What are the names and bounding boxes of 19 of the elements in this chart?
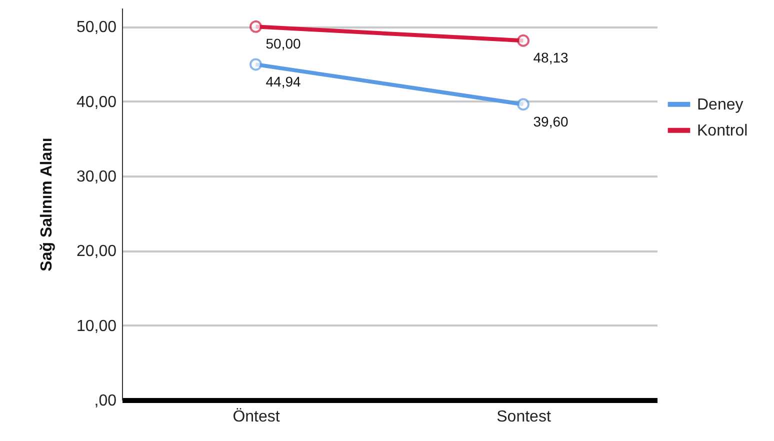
x-tick-label: Öntest bbox=[232, 408, 280, 426]
x-tick-label: Sontest bbox=[496, 408, 552, 426]
point bbox=[517, 98, 530, 111]
y-tick-label: 10,00 bbox=[76, 318, 117, 335]
data-label: 50,00 bbox=[266, 36, 301, 52]
data-label: 48,13 bbox=[533, 50, 568, 66]
y-tick-label: 40,00 bbox=[76, 94, 117, 111]
legend-label: Kontrol bbox=[697, 122, 748, 140]
data-label: 44,94 bbox=[266, 73, 301, 90]
y-tick-label: 30,00 bbox=[76, 168, 117, 186]
legend-label: Deney bbox=[697, 96, 744, 114]
y-tick-label: ,00 bbox=[94, 392, 117, 410]
y-axis-title: Sağ Salınım Alanı bbox=[38, 138, 56, 272]
y-tick-label: 20,00 bbox=[76, 243, 117, 260]
point bbox=[250, 58, 262, 71]
y-tick-label: 50,00 bbox=[76, 19, 117, 36]
point bbox=[250, 20, 262, 33]
data-label: 39,60 bbox=[533, 113, 568, 130]
point bbox=[517, 34, 530, 47]
